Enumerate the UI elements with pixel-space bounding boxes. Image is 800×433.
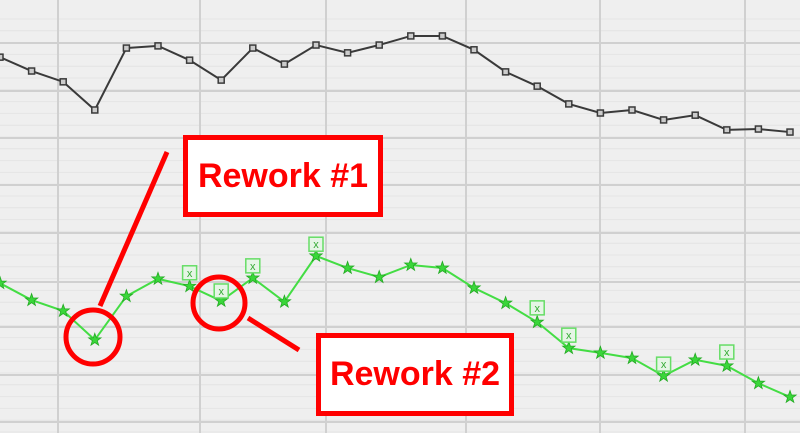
annotation-rework-1: Rework #1 (183, 135, 383, 217)
series-line (0, 254, 791, 398)
annotation-leader-2 (246, 315, 301, 353)
data-point-star (340, 260, 355, 275)
x-marker-box (655, 356, 672, 372)
data-point (154, 42, 162, 50)
data-point (122, 44, 131, 52)
x-marker-box (719, 344, 735, 360)
data-point-star (656, 368, 671, 383)
data-point-star (371, 269, 387, 284)
x-marker-box (308, 236, 324, 252)
data-point-star (308, 248, 324, 263)
x-marker-glyph: x (218, 286, 224, 298)
data-point-star (245, 270, 261, 285)
data-point (280, 60, 289, 68)
x-marker-glyph: x (313, 239, 319, 251)
data-point-star (624, 350, 640, 365)
x-marker-glyph: x (661, 359, 667, 371)
data-point-star (782, 389, 798, 404)
data-point (533, 82, 541, 90)
data-point (59, 78, 67, 86)
x-marker-box (561, 327, 577, 343)
data-point-star (466, 280, 482, 295)
data-point-star (529, 314, 545, 329)
data-point-star (24, 292, 39, 307)
data-point-star (561, 340, 577, 355)
x-marker-glyph: x (566, 330, 572, 342)
data-point (470, 46, 478, 54)
data-point-star (213, 293, 229, 308)
data-point-star (0, 275, 8, 290)
data-point (659, 116, 668, 124)
data-point (27, 67, 36, 75)
data-point (217, 76, 225, 84)
data-point (786, 128, 794, 136)
data-point (407, 32, 415, 40)
x-marker-glyph: x (534, 303, 540, 315)
x-marker-glyph: x (724, 347, 730, 359)
data-point (691, 111, 699, 119)
data-point (723, 126, 731, 134)
data-point (343, 49, 352, 57)
annotation-circle-2 (190, 274, 248, 332)
data-point-star (498, 295, 513, 310)
data-point-star (751, 375, 766, 390)
data-point-star (593, 345, 608, 360)
data-point (438, 32, 447, 40)
x-marker-glyph: x (187, 268, 193, 280)
annotation-circle-1 (63, 307, 123, 367)
data-point-star (182, 278, 197, 293)
data-point-star (435, 260, 450, 275)
data-point-star (403, 257, 419, 272)
series-line (0, 34, 791, 134)
data-point (628, 106, 636, 114)
data-point (596, 109, 605, 117)
data-point-star (87, 332, 103, 347)
data-point-star (55, 303, 71, 318)
x-marker-box (213, 283, 229, 299)
data-point-star (719, 358, 735, 373)
data-point (501, 68, 510, 76)
data-point (249, 44, 257, 52)
data-point-star (150, 271, 166, 286)
annotation-leader-1 (97, 151, 170, 307)
x-marker-box (181, 265, 198, 281)
data-point (312, 41, 320, 49)
x-marker-box (245, 258, 261, 274)
data-point (754, 125, 763, 133)
data-point (91, 106, 99, 114)
x-marker-box (529, 300, 545, 316)
data-point (375, 41, 383, 49)
data-point (185, 56, 194, 64)
data-point (0, 53, 4, 61)
data-point (565, 100, 573, 108)
data-point-star (687, 352, 703, 367)
data-point-star (119, 288, 134, 303)
x-marker-glyph: x (250, 261, 256, 273)
annotation-rework-2: Rework #2 (316, 333, 514, 416)
data-point-star (277, 294, 292, 309)
